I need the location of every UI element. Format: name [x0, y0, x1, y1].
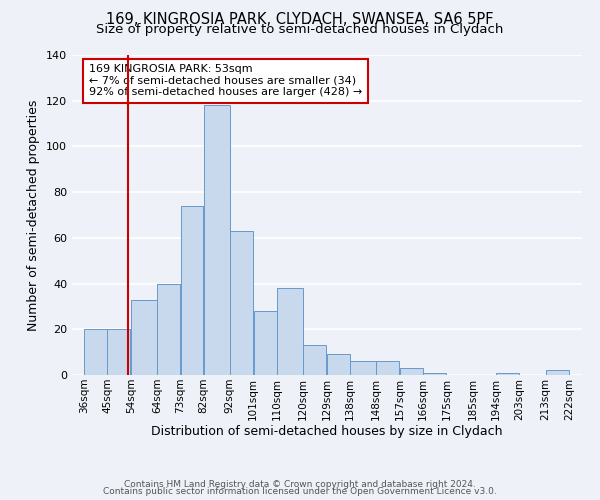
Text: Contains HM Land Registry data © Crown copyright and database right 2024.: Contains HM Land Registry data © Crown c…: [124, 480, 476, 489]
Bar: [84, 330, 107, 375]
Bar: [157, 284, 180, 375]
Bar: [326, 354, 350, 375]
Bar: [376, 362, 399, 375]
Bar: [350, 362, 376, 375]
Bar: [546, 370, 569, 375]
Bar: [230, 231, 253, 375]
Bar: [254, 311, 277, 375]
Bar: [204, 106, 230, 375]
Bar: [423, 372, 446, 375]
Text: 169, KINGROSIA PARK, CLYDACH, SWANSEA, SA6 5PF: 169, KINGROSIA PARK, CLYDACH, SWANSEA, S…: [106, 12, 494, 28]
X-axis label: Distribution of semi-detached houses by size in Clydach: Distribution of semi-detached houses by …: [151, 426, 503, 438]
Bar: [400, 368, 422, 375]
Bar: [303, 346, 326, 375]
Text: 169 KINGROSIA PARK: 53sqm
← 7% of semi-detached houses are smaller (34)
92% of s: 169 KINGROSIA PARK: 53sqm ← 7% of semi-d…: [89, 64, 362, 98]
Bar: [181, 206, 203, 375]
Text: Contains public sector information licensed under the Open Government Licence v3: Contains public sector information licen…: [103, 487, 497, 496]
Bar: [277, 288, 302, 375]
Bar: [107, 330, 130, 375]
Y-axis label: Number of semi-detached properties: Number of semi-detached properties: [28, 100, 40, 330]
Text: Size of property relative to semi-detached houses in Clydach: Size of property relative to semi-detach…: [97, 22, 503, 36]
Bar: [131, 300, 157, 375]
Bar: [496, 372, 519, 375]
